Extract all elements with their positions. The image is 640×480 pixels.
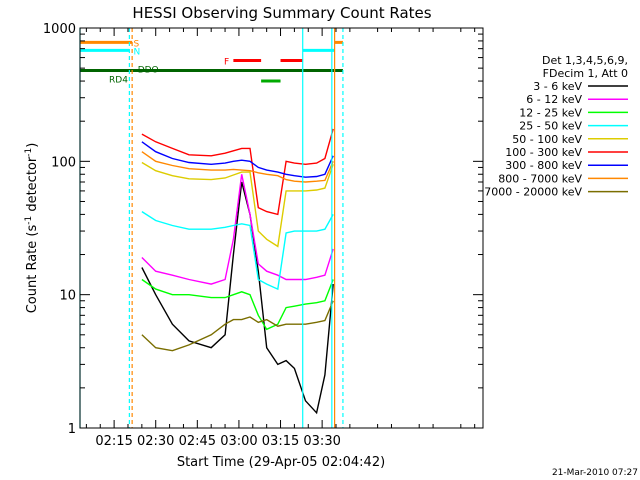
- y-axis-label-end: ): [25, 143, 40, 148]
- plot-frame: [79, 27, 484, 429]
- vertical-markers-group: [79, 28, 344, 428]
- series-line-4: [141, 161, 334, 248]
- legend-label: 7000 - 20000 keV: [484, 186, 582, 199]
- chart-title: HESSI Observing Summary Count Rates: [132, 4, 431, 22]
- state-bar-label: F: [224, 58, 229, 68]
- series-line-3: [141, 211, 334, 291]
- legend-label: 12 - 25 keV: [519, 106, 582, 119]
- x-tick-label: 03:30: [303, 434, 340, 449]
- y-axis-label-main: Count Rate (s: [25, 225, 40, 314]
- x-axis-label: Start Time (29-Apr-05 02:04:42): [177, 455, 385, 470]
- state-bar-label: N: [134, 47, 141, 57]
- series-group: [141, 128, 334, 415]
- series-line-6: [141, 141, 334, 178]
- legend-label: 800 - 7000 keV: [498, 172, 582, 185]
- y-axis-label-sup: -1: [24, 216, 34, 225]
- y-axis-label-mid: detector: [25, 156, 40, 216]
- series-line-7: [141, 151, 334, 183]
- legend-header-line-2: FDecim 1, Att 0: [543, 67, 628, 80]
- y-axis-label-sup2: -1: [24, 148, 34, 157]
- state-bars-group: SN F RD4 DDO: [80, 39, 343, 86]
- y-tick-label: 1: [68, 422, 76, 437]
- y-axis-label: Count Rate (s-1 detector-1): [24, 143, 40, 314]
- state-bar-label: S: [134, 39, 140, 49]
- state-bar-label: DDO: [138, 66, 159, 76]
- x-tick-label: 02:30: [137, 434, 174, 449]
- x-tick-label: 03:00: [220, 434, 257, 449]
- series-line-8: [141, 300, 334, 352]
- legend-header-line-1: Det 1,3,4,5,6,9,: [542, 54, 628, 67]
- legend-label: 25 - 50 keV: [519, 120, 582, 133]
- legend-label: 300 - 800 keV: [505, 159, 582, 172]
- state-bar-label: RD4: [109, 76, 128, 86]
- axes-group: 1 10 100 1000 02:15 02:30 02:45 03:00 03:15 03:30: [43, 22, 483, 449]
- y-tick-label: 10: [59, 289, 76, 304]
- legend-label: 100 - 300 keV: [505, 146, 582, 159]
- legend-label: 50 - 100 keV: [512, 133, 582, 146]
- x-tick-label: 02:15: [95, 434, 132, 449]
- y-tick-label: 100: [51, 155, 76, 170]
- series-line-0: [141, 181, 334, 415]
- series-line-2: [141, 278, 334, 331]
- series-line-5: [141, 128, 334, 216]
- x-tick-label: 02:45: [179, 434, 216, 449]
- footer-timestamp: 21-Mar-2010 07:27: [552, 468, 638, 478]
- legend: Det 1,3,4,5,6,9, FDecim 1, Att 0 3 - 6 k…: [484, 54, 628, 199]
- legend-label: 6 - 12 keV: [526, 93, 582, 106]
- y-tick-label: 1000: [43, 22, 76, 37]
- legend-label: 3 - 6 keV: [533, 80, 582, 93]
- series-line-1: [141, 174, 334, 285]
- x-tick-label: 03:15: [262, 434, 299, 449]
